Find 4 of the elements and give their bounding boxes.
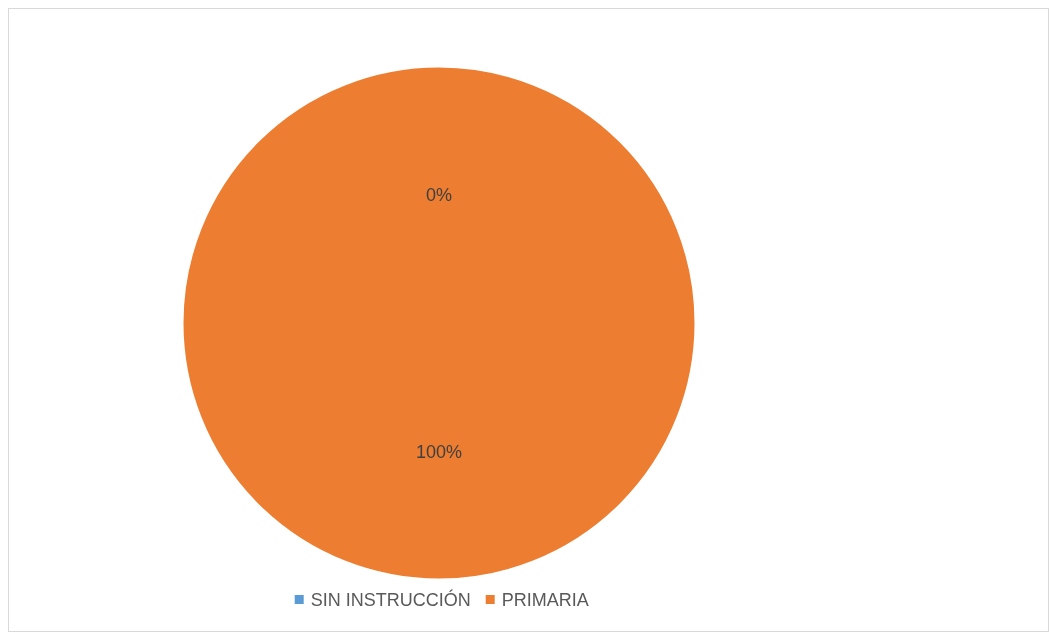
legend-label: SIN INSTRUCCIÓN (310, 589, 471, 610)
data-label: 100% (415, 441, 463, 462)
text: 0% (425, 184, 453, 205)
legend-label: PRIMARIA (501, 590, 589, 610)
